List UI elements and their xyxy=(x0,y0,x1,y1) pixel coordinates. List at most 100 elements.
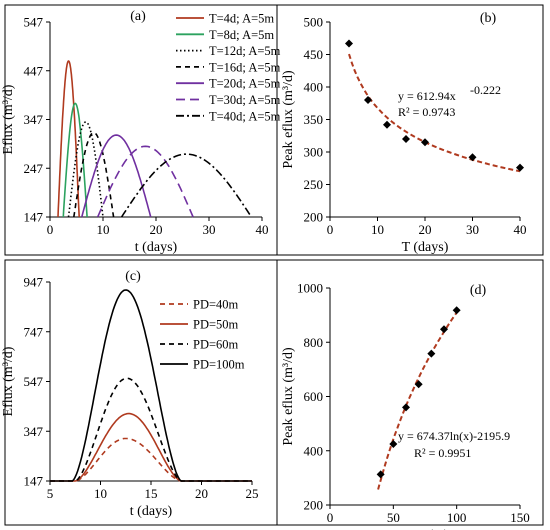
x-tick-label: 0 xyxy=(47,222,54,237)
panel-d: 0 50 100 150 200 400 600 800 1000 PDs (m) Peak efl… xyxy=(276,259,544,530)
legend-label-6: T=40d; A=5m xyxy=(209,109,281,123)
r2-text: R² = 0.9951 xyxy=(414,446,471,460)
panel-label: (b) xyxy=(480,11,497,26)
x-tick-label: 50 xyxy=(387,510,400,525)
x-tick-label: 150 xyxy=(510,510,530,525)
y-tick-label: 800 xyxy=(304,335,324,350)
equation-text: y = 612.94x xyxy=(398,89,456,103)
y-tick-label: 147 xyxy=(24,210,44,225)
x-axis-label: PDs (m) xyxy=(401,528,448,530)
legend-label-2: PD=60m xyxy=(193,338,239,352)
y-tick-label: 547 xyxy=(24,15,44,30)
y-tick-label: 400 xyxy=(304,443,324,458)
data-point-1 xyxy=(364,96,372,104)
x-tick-label: 100 xyxy=(447,510,467,525)
series-line-1 xyxy=(50,412,252,482)
panel-label: (c) xyxy=(125,269,141,284)
y-axis-label: Eflux (m³/d) xyxy=(1,84,16,154)
panel-frame xyxy=(276,4,544,256)
series-line-6 xyxy=(120,153,253,218)
y-tick-label: 747 xyxy=(24,324,44,339)
panel-label: (a) xyxy=(130,9,146,24)
x-tick-label: 10 xyxy=(97,222,110,237)
y-tick-label: 447 xyxy=(24,63,44,78)
y-tick-label: 450 xyxy=(304,47,324,62)
panel-a: 0 10 20 30 40 147 247 347 447 547 t (days) Eflux (m… xyxy=(1,4,281,256)
y-tick-label: 247 xyxy=(24,161,44,176)
panel-b: 0 10 20 30 40 200 250 300 350 400 450 500 T (days) Pe… xyxy=(276,4,544,256)
series-line-3 xyxy=(50,289,252,482)
x-tick-label: 5 xyxy=(47,486,54,501)
panel-c: 5 10 15 20 25 147 347 547 747 947 t (days) Eflux (m… xyxy=(1,259,278,526)
data-point-5 xyxy=(468,153,477,162)
equation-text: y = 674.37ln(x)-2195.9 xyxy=(398,429,510,443)
legend-label-1: T=8d; A=5m xyxy=(209,28,274,42)
y-axis-label: Eflux (m³/d) xyxy=(1,346,16,416)
data-point-0 xyxy=(376,470,385,479)
x-tick-label: 0 xyxy=(327,510,334,525)
y-tick-label: 350 xyxy=(304,112,324,127)
y-tick-label: 600 xyxy=(304,389,324,404)
y-tick-label: 400 xyxy=(304,80,324,95)
x-tick-label: 10 xyxy=(371,222,384,237)
data-point-6 xyxy=(516,163,524,172)
data-point-6 xyxy=(452,306,461,315)
data-point-1 xyxy=(389,439,398,448)
y-tick-label: 500 xyxy=(304,15,324,30)
legend-label-5: T=30d; A=5m xyxy=(209,93,281,107)
data-point-2 xyxy=(383,120,391,129)
data-point-4 xyxy=(427,349,436,358)
y-tick-label: 200 xyxy=(304,210,324,225)
y-tick-label: 300 xyxy=(304,145,324,160)
x-tick-label: 15 xyxy=(145,486,158,501)
equation-exponent: -0.222 xyxy=(470,83,501,97)
trendline xyxy=(377,311,458,490)
x-tick-label: 0 xyxy=(327,222,334,237)
data-point-3 xyxy=(402,135,410,143)
y-tick-label: 347 xyxy=(24,424,44,439)
series-line-5 xyxy=(96,145,194,218)
x-tick-label: 20 xyxy=(419,222,432,237)
y-tick-label: 250 xyxy=(304,177,324,192)
x-axis-label: t (days) xyxy=(130,504,173,519)
series-line-0 xyxy=(50,437,252,482)
panel-label: (d) xyxy=(470,283,487,298)
x-tick-label: 20 xyxy=(150,222,163,237)
legend-label-2: T=12d; A=5m xyxy=(209,44,281,58)
legend-label-3: T=16d; A=5m xyxy=(209,60,281,74)
legend-label-3: PD=100m xyxy=(193,358,245,372)
x-axis-label: T (days) xyxy=(402,240,449,255)
x-tick-label: 20 xyxy=(195,486,208,501)
data-point-4 xyxy=(421,138,429,147)
legend-label-1: PD=50m xyxy=(193,318,239,332)
x-tick-label: 40 xyxy=(256,222,269,237)
y-tick-label: 547 xyxy=(24,374,44,389)
x-axis-label: t (days) xyxy=(135,240,178,255)
data-point-2 xyxy=(402,403,410,412)
y-tick-label: 147 xyxy=(24,474,44,489)
legend-label-0: PD=40m xyxy=(193,298,239,312)
x-tick-label: 30 xyxy=(466,222,479,237)
x-tick-label: 10 xyxy=(94,486,107,501)
y-axis-label: Peak eflux (m³/d) xyxy=(281,347,296,446)
legend-label-4: T=20d; A=5m xyxy=(209,77,281,91)
series-line-4 xyxy=(81,134,152,218)
y-tick-label: 1000 xyxy=(297,281,323,296)
trendline xyxy=(348,53,521,173)
x-tick-label: 30 xyxy=(203,222,216,237)
y-tick-label: 947 xyxy=(24,275,44,290)
series-line-2 xyxy=(50,377,252,482)
y-tick-label: 200 xyxy=(304,498,324,513)
data-point-3 xyxy=(414,380,423,389)
legend-label-0: T=4d; A=5m xyxy=(209,12,274,26)
data-point-5 xyxy=(440,325,448,334)
panel-frame xyxy=(276,259,544,526)
y-tick-label: 347 xyxy=(24,112,44,127)
y-axis-label: Peak eflux (m³/d) xyxy=(281,70,296,169)
series-line-0 xyxy=(57,60,80,218)
data-point-0 xyxy=(345,39,353,48)
x-tick-label: 25 xyxy=(246,486,259,501)
x-tick-label: 40 xyxy=(514,222,527,237)
r2-text: R² = 0.9743 xyxy=(398,105,455,119)
